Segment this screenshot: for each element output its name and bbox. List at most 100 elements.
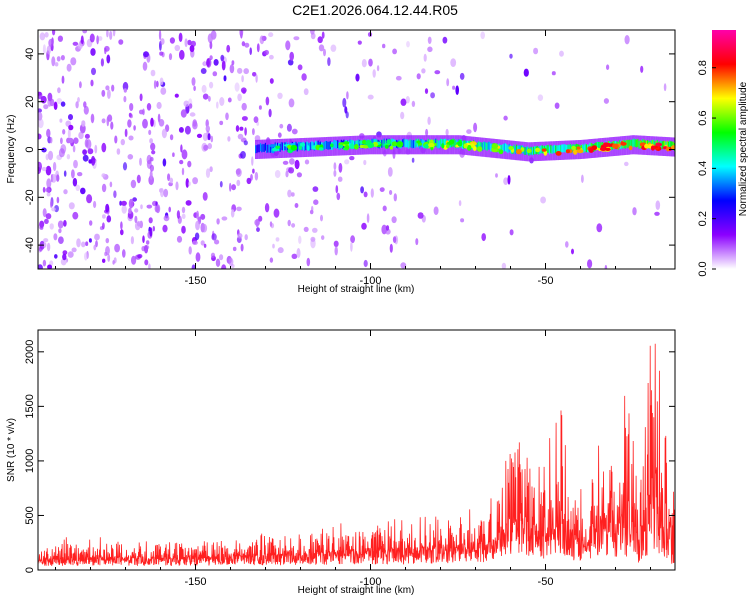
spectrogram-noise-blob (169, 37, 175, 44)
spectrogram-noise-blob (71, 247, 77, 253)
spectrogram-noise-blob (212, 71, 218, 77)
spectrogram-noise-blob (425, 128, 429, 137)
x-tick-label: -100 (359, 275, 381, 287)
spectrogram-noise-blob (155, 204, 161, 214)
signal-hotspot (391, 141, 398, 147)
spectrogram-noise-blob (102, 214, 106, 219)
signal-band-core (421, 139, 423, 148)
signal-band-core (661, 141, 664, 150)
y-tick-label: 500 (24, 506, 36, 524)
spectrogram-noise-blob (203, 144, 209, 151)
spectrogram-noise-blob (400, 111, 405, 120)
spectrogram-noise-blob (200, 240, 205, 246)
spectrogram-noise-blob (68, 137, 74, 144)
spectrogram-noise-blob (201, 84, 207, 93)
spectrogram-noise-blob (88, 238, 92, 243)
signal-band-core (669, 140, 671, 149)
spectrogram-noise-blob (237, 233, 243, 239)
spectrogram-noise-blob (162, 158, 167, 167)
spectrogram-noise-blob (183, 100, 190, 107)
signal-band-core (480, 142, 482, 151)
signal-band-core (485, 142, 487, 151)
spectrogram-noise-blob (129, 103, 134, 111)
spectrogram-noise-blob (114, 243, 120, 253)
spectrogram-noise-blob (227, 136, 231, 142)
signal-band-core (583, 145, 585, 153)
signal-band-core (305, 142, 307, 151)
spectrogram-noise-blob (229, 182, 232, 192)
spectrogram-noise-blob (45, 165, 52, 176)
spectrogram-noise-blob (446, 78, 450, 87)
signal-band-core (487, 141, 490, 150)
spectrogram-noise-blob (624, 161, 629, 167)
spectrogram-noise-blob (587, 259, 593, 269)
signal-band-core (557, 145, 559, 154)
spectrogram-noise-blob (58, 236, 64, 244)
spectrogram-noise-blob (120, 221, 123, 230)
signal-band-core (482, 141, 485, 150)
spectrogram-noise-blob (235, 125, 240, 132)
spectrogram-noise-blob (61, 75, 65, 84)
spectrogram-noise-blob (54, 62, 59, 67)
signal-hotspot (565, 149, 571, 154)
spectrogram-noise-blob (370, 188, 374, 198)
spectrogram-noise-blob (128, 112, 132, 118)
spectrogram-noise-blob (93, 200, 97, 209)
signal-band-core (359, 139, 361, 148)
spectrogram-noise-blob (149, 164, 154, 172)
signal-band-core (582, 144, 584, 152)
spectrogram-noise-blob (382, 43, 386, 49)
signal-band-core (558, 144, 561, 153)
spectrogram-noise-blob (287, 189, 292, 198)
x-tick-label: -150 (184, 275, 206, 287)
spectrogram-noise-blob (221, 60, 226, 71)
signal-band-core (297, 141, 300, 150)
spectrogram-noise-blob (90, 48, 96, 56)
spectrogram-noise-blob (142, 235, 145, 243)
spectrogram-noise-blob (104, 47, 107, 55)
spectrogram-x-axis-title: Height of straight line (km) (298, 284, 415, 295)
signal-band-core (507, 145, 509, 154)
spectrogram-noise-blob (67, 251, 74, 258)
signal-band-core (479, 142, 481, 151)
colorbar-gradient (712, 30, 736, 269)
signal-band-core (514, 146, 517, 155)
colorbar: 0.0 0.2 0.4 0.6 0.8 Normalized spectral ampl… (697, 30, 749, 277)
spectrogram-noise-blob (392, 236, 397, 244)
spectrogram-noise-blob (139, 157, 142, 166)
signal-hotspot (573, 149, 578, 155)
spectrogram-noise-blob (128, 135, 134, 141)
spectrogram-noise-blob (571, 248, 574, 255)
spectrogram-noise-blob (231, 60, 235, 66)
spectrogram-noise-blob (172, 152, 175, 157)
spectrogram-noise-blob (159, 51, 164, 56)
signal-hotspot (318, 147, 324, 151)
spectrogram-noise-blob (368, 58, 373, 67)
spectrogram-noise-blob (179, 159, 184, 165)
spectrogram-noise-blob (219, 181, 223, 188)
spectrogram-noise-blob (148, 263, 151, 269)
y-tick-label: 2000 (24, 340, 36, 364)
signal-hotspot (541, 148, 547, 152)
spectrogram-noise-blob (122, 162, 128, 171)
spectrogram-noise-blob (96, 35, 99, 45)
signal-hotspot (666, 146, 670, 152)
spectrogram-noise-blob (39, 220, 45, 228)
spectrogram-noise-blob (38, 133, 42, 140)
spectrogram-noise-blob (196, 133, 203, 138)
y-tick-label: 0 (24, 146, 36, 152)
signal-hotspot (396, 141, 404, 147)
spectrogram-noise-blob (49, 137, 53, 144)
spectrogram-noise-blob (63, 220, 67, 227)
spectrogram-noise-blob (46, 178, 52, 189)
spectrogram-noise-blob (105, 85, 110, 91)
spectrogram-noise-blob (551, 71, 556, 76)
signal-band-core (255, 145, 257, 154)
spectrogram-noise-blob (105, 203, 110, 213)
spectrogram-noise-blob (433, 206, 439, 215)
spectrogram-noise-blob (98, 36, 103, 41)
signal-band-core (258, 144, 261, 153)
signal-band-core (629, 139, 632, 148)
spectrogram-noise-blob (214, 239, 220, 245)
spectrogram-noise-blob (346, 91, 349, 100)
